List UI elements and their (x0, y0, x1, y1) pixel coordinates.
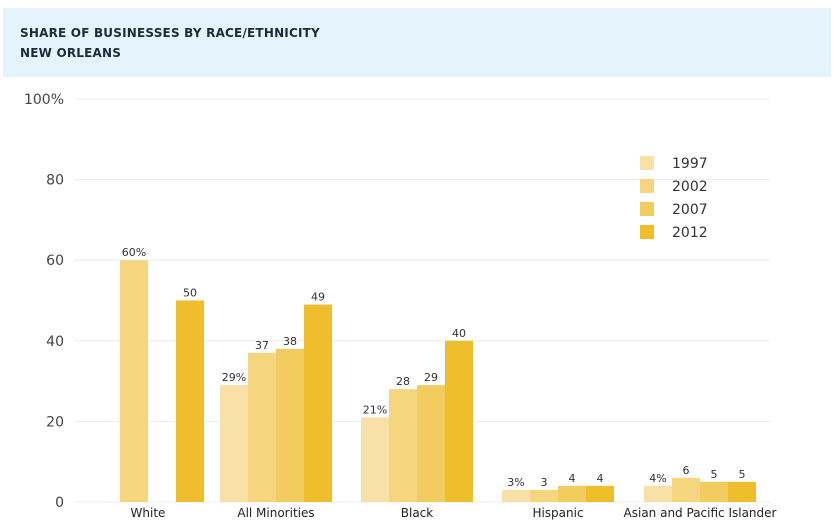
bar-white-2002[interactable] (120, 260, 148, 502)
data-label: 3 (541, 476, 548, 489)
data-label: 5 (739, 468, 746, 481)
data-label: 29% (222, 371, 246, 384)
bar-black-2012[interactable] (445, 340, 473, 502)
data-label: 28 (396, 375, 410, 388)
chart-title-bar: SHARE OF BUSINESSES BY RACE/ETHNICITY NE… (3, 8, 831, 77)
bars (120, 260, 756, 502)
data-label: 4% (649, 472, 666, 485)
y-tick-label: 60 (46, 253, 64, 269)
legend-swatch-2007[interactable] (640, 202, 654, 216)
data-label: 6 (683, 464, 690, 477)
bar-all-minorities-1997[interactable] (220, 385, 248, 502)
bar-hispanic-2012[interactable] (586, 485, 614, 502)
data-label: 29 (424, 371, 438, 384)
bar-asian-and-pacific-islander-2002[interactable] (672, 477, 700, 502)
chart-subtitle: NEW ORLEANS (20, 46, 122, 60)
data-label: 21% (363, 403, 387, 416)
bar-asian-and-pacific-islander-2012[interactable] (728, 481, 756, 502)
legend-swatch-1997[interactable] (640, 156, 654, 170)
bar-asian-and-pacific-islander-2007[interactable] (700, 481, 728, 502)
data-label: 37 (255, 339, 269, 352)
bar-all-minorities-2002[interactable] (248, 352, 276, 502)
data-label: 38 (283, 335, 297, 348)
bar-hispanic-2007[interactable] (558, 485, 586, 502)
y-tick-label: 40 (46, 334, 64, 350)
data-label: 4 (569, 472, 576, 485)
bar-hispanic-2002[interactable] (530, 489, 558, 502)
y-axis-ticks: 0 20 40 60 80 100% (24, 92, 64, 511)
legend-swatch-2002[interactable] (640, 179, 654, 193)
data-label: 4 (597, 472, 604, 485)
y-tick-label: 80 (46, 173, 64, 189)
data-label: 50 (183, 287, 197, 300)
x-category-label: Hispanic (532, 506, 583, 520)
y-tick-label: 0 (55, 495, 64, 511)
data-label: 5 (711, 468, 718, 481)
x-axis-categories: White All Minorities Black Hispanic Asian an… (131, 506, 777, 520)
x-category-label: Black (401, 506, 434, 520)
bar-black-2007[interactable] (417, 385, 445, 502)
data-label: 60% (122, 246, 146, 259)
bar-all-minorities-2007[interactable] (276, 348, 304, 502)
legend-label[interactable]: 2012 (672, 225, 708, 241)
legend-label[interactable]: 1997 (672, 156, 708, 172)
data-label: 40 (452, 327, 466, 340)
data-label: 3% (507, 476, 524, 489)
bar-white-2012[interactable] (176, 300, 204, 503)
y-tick-label: 20 (46, 414, 64, 430)
x-category-label: All Minorities (237, 506, 314, 520)
chart-title: SHARE OF BUSINESSES BY RACE/ETHNICITY (20, 26, 320, 40)
legend-label[interactable]: 2002 (672, 179, 708, 195)
data-label: 49 (311, 291, 325, 304)
legend-label[interactable]: 2007 (672, 202, 708, 218)
bar-asian-and-pacific-islander-1997[interactable] (644, 485, 672, 502)
data-labels: 60% 50 29% 37 38 49 21% 28 29 40 3% 3 4 4 4% 6 5 5 (122, 246, 746, 489)
bar-all-minorities-2012[interactable] (304, 304, 332, 502)
x-category-label: Asian and Pacific Islander (624, 506, 777, 520)
legend[interactable]: 1997 2002 2007 2012 (640, 156, 708, 241)
bar-black-1997[interactable] (361, 417, 389, 502)
bar-hispanic-1997[interactable] (502, 489, 530, 502)
bar-black-2002[interactable] (389, 389, 417, 502)
y-tick-label: 100% (24, 92, 64, 108)
legend-swatch-2012[interactable] (640, 225, 654, 239)
x-category-label: White (131, 506, 166, 520)
